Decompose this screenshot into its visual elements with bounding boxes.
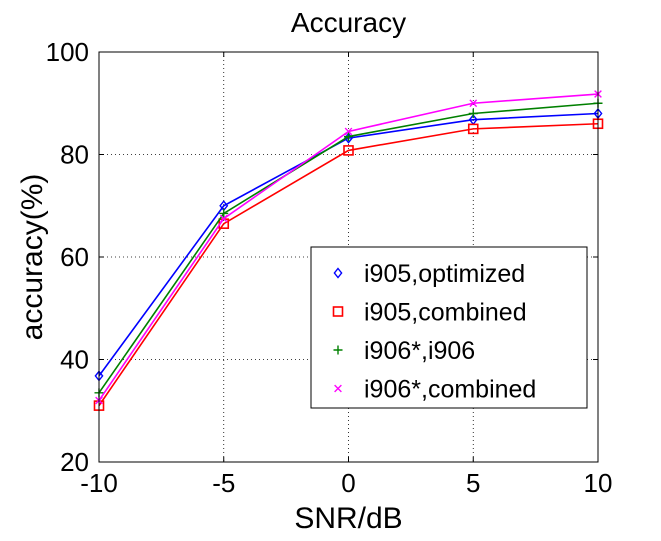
data-point [343, 145, 354, 156]
data-point [219, 208, 229, 218]
series-group [93, 90, 604, 411]
legend-item: i906*,i906 [333, 337, 475, 365]
y-tick-label: 100 [46, 37, 89, 67]
legend-label: i905,optimized [364, 260, 525, 288]
chart-title: Accuracy [291, 7, 406, 38]
y-tick-label: 80 [60, 140, 89, 170]
data-point [344, 132, 353, 142]
y-tick-label: 40 [60, 345, 89, 375]
x-axis-label: SNR/dB [294, 502, 402, 535]
legend-label: i906*,i906 [364, 337, 475, 365]
legend-marker [333, 267, 343, 279]
legend-marker [332, 306, 344, 317]
x-tick-label: -10 [80, 468, 118, 498]
data-point [469, 99, 478, 108]
x-tick-label: 10 [584, 468, 613, 498]
x-tick-label: 5 [466, 468, 480, 498]
legend-item: i905,combined [332, 299, 527, 327]
data-point [468, 109, 478, 118]
legend-marker [334, 384, 342, 393]
x-tick-label: 0 [341, 468, 355, 498]
data-point [344, 127, 353, 136]
data-point [219, 214, 228, 223]
legend-item: i905,optimized [333, 260, 525, 288]
x-tick-label: -5 [212, 468, 235, 498]
y-tick-label: 20 [60, 447, 89, 477]
y-tick-label: 60 [60, 242, 89, 272]
legend-label: i906*,combined [364, 376, 536, 404]
legend-item: i906*,combined [334, 376, 536, 404]
data-point [467, 123, 479, 135]
y-axis-label: accuracy(%) [16, 174, 49, 341]
legend: i905,optimized i905,combined i906*,i906 i90… [310, 246, 588, 409]
axis-ticks: -10 -5 0 5 10 20 40 60 80 100 [46, 37, 613, 498]
legend-box [310, 246, 588, 409]
legend-label: i905,combined [364, 299, 527, 327]
legend-marker [333, 345, 343, 355]
series-line [98, 122, 599, 407]
